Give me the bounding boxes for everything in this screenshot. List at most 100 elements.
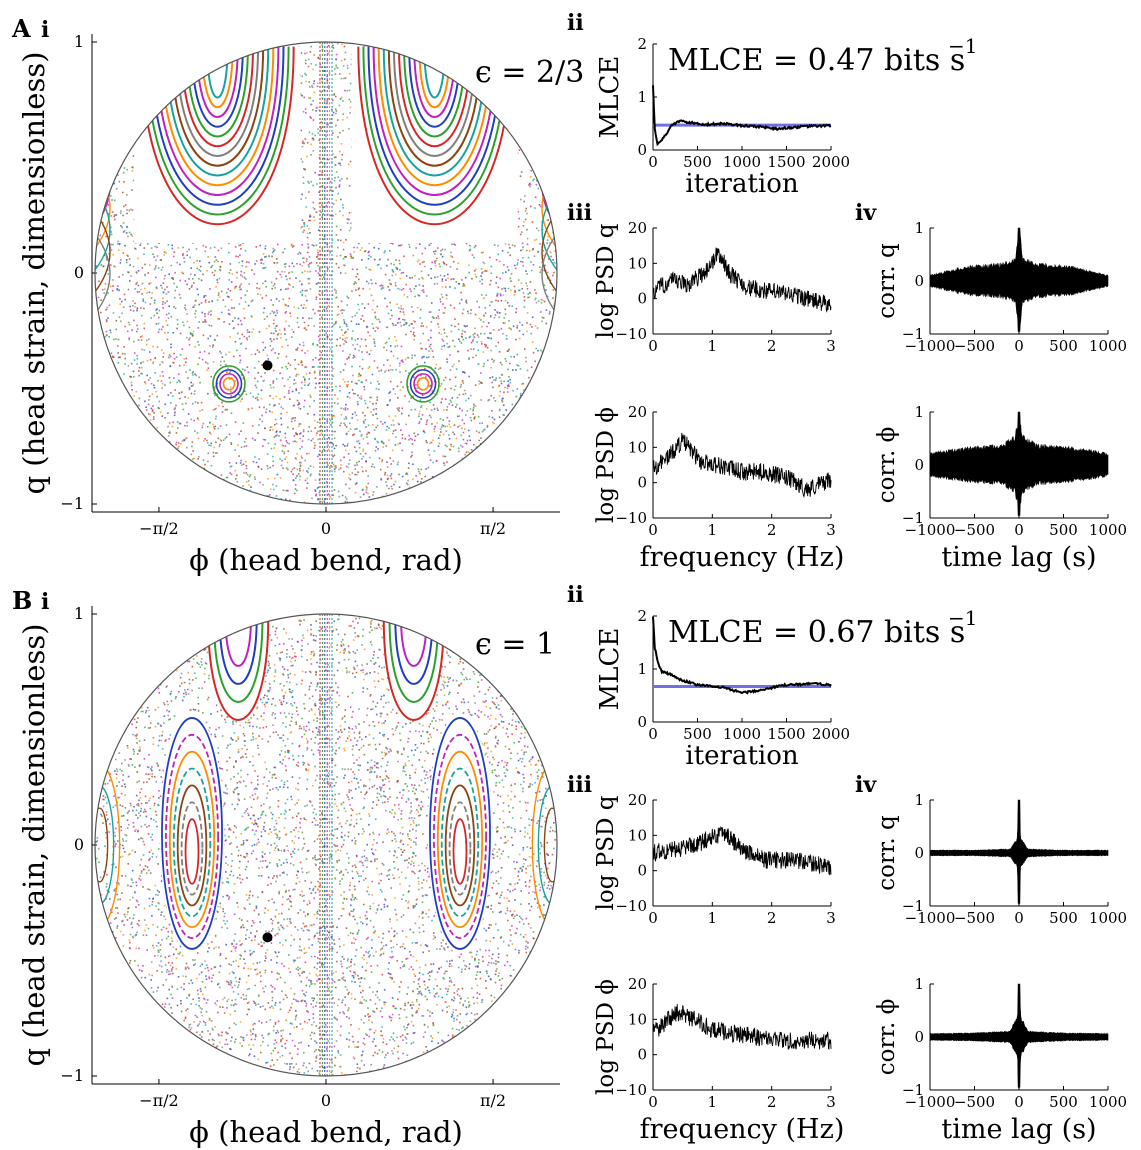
x-axis-label: iteration (685, 169, 798, 199)
y-axis-label: MLCE (595, 628, 625, 711)
mlce-value-label: MLCE = 0.67 bits s (668, 615, 965, 650)
section-boundary (94, 41, 558, 505)
small-island (406, 365, 440, 403)
y-tick-label: 0 (637, 474, 647, 492)
subpanel-label-iv: iv (855, 200, 877, 226)
chaotic-points (100, 42, 557, 504)
regular-orbit (176, 784, 208, 907)
plot-B-iv-q: −1000−500 0 500 1000 −1 0 1 corr. q (874, 791, 1127, 927)
y-axis-label: q (head strain, dimensionless) (17, 623, 51, 1066)
y-axis-label: corr. q (874, 243, 900, 319)
mlce-unit-exponent: −1 (948, 34, 977, 58)
x-tick-label: 0 (1014, 909, 1024, 927)
y-tick-label: −1 (902, 897, 924, 915)
y-tick-label: 10 (628, 1010, 647, 1028)
y-tick-label: 1 (914, 975, 924, 993)
regular-orbit (392, 46, 477, 157)
x-tick-label: 500 (683, 725, 712, 743)
regular-orbit (140, 46, 295, 226)
x-tick-label: 2 (767, 521, 777, 539)
series-line (652, 826, 832, 876)
x-tick-label: 1000 (1089, 1093, 1127, 1111)
x-tick-label: 0 (1014, 337, 1024, 355)
y-tick-label: 0 (914, 844, 924, 862)
y-tick-label: 0 (74, 835, 84, 854)
regular-orbit (155, 46, 280, 196)
x-tick-label: 2 (767, 337, 777, 355)
x-tick-label: 1000 (1089, 909, 1127, 927)
panel-letter-B: B (12, 586, 32, 615)
y-tick-label: 1 (637, 660, 647, 678)
regular-orbit (180, 801, 204, 896)
y-tick-label: 1 (914, 219, 924, 237)
y-tick-label: 0 (637, 1046, 647, 1064)
x-axis-label: frequency (Hz) (640, 542, 845, 573)
y-axis-label: MLCE (595, 56, 625, 139)
x-tick-label: −1000 (905, 1093, 956, 1111)
y-axis-label: log PSD ϕ (593, 979, 619, 1095)
correlation-envelope (929, 799, 1109, 904)
small-island (219, 373, 239, 395)
y-tick-label: 1 (914, 791, 924, 809)
x-tick-label: 1500 (767, 153, 805, 171)
y-tick-label: 2 (637, 35, 647, 53)
small-island (215, 369, 243, 399)
x-tick-label: 0 (648, 725, 658, 743)
x-tick-label: 0 (648, 153, 658, 171)
regular-orbit (436, 750, 484, 929)
small-island (416, 377, 430, 391)
x-axis-label: time lag (s) (941, 542, 1096, 573)
y-tick-label: 1 (74, 32, 84, 51)
correlation-envelope (929, 411, 1109, 516)
x-tick-label: 3 (826, 521, 836, 539)
poincare-B-i: −π/2 0 π/2 −1 0 1 ϕ (head bend, rad) q (head st… (17, 604, 560, 1149)
x-tick-label: 2000 (812, 725, 850, 743)
subpanel-label-i: i (41, 589, 49, 615)
edge-orbit (95, 807, 109, 883)
regular-orbit (448, 801, 472, 896)
x-tick-label: 0 (648, 521, 658, 539)
y-axis-label: log PSD q (593, 223, 619, 338)
x-axis-label: frequency (Hz) (640, 1114, 845, 1145)
edge-orbit (95, 785, 115, 905)
edge-orbit (537, 785, 557, 905)
regular-orbit (168, 750, 216, 929)
edge-orbit (543, 807, 557, 883)
poincare-content (95, 42, 557, 504)
regular-orbit (180, 46, 255, 147)
x-tick-label: 2000 (812, 153, 850, 171)
y-tick-label: 2 (637, 607, 647, 625)
regular-orbit (170, 46, 265, 167)
x-tick-label: −500 (954, 521, 995, 539)
y-tick-label: −10 (615, 325, 647, 343)
y-tick-label: −10 (615, 1081, 647, 1099)
edge-orbit (95, 233, 111, 315)
y-tick-label: 0 (914, 456, 924, 474)
plot-A-iv-phi: −1000−500 0 500 1000 −1 0 1 time lag (s) corr. ϕ (874, 403, 1127, 573)
x-axis-label: time lag (s) (941, 1114, 1096, 1145)
y-axis-label: log PSD ϕ (593, 407, 619, 523)
island-background (159, 713, 225, 954)
y-axis-label: q (head strain, dimensionless) (17, 51, 51, 494)
y-tick-label: 1 (74, 604, 84, 623)
series-line (652, 616, 832, 695)
y-axis-label: corr. q (874, 815, 900, 891)
regular-orbit (432, 733, 487, 939)
subpanel-label-ii: ii (567, 582, 584, 608)
x-tick-label: 3 (826, 909, 836, 927)
series-line (652, 432, 832, 499)
section-boundary (94, 613, 558, 1077)
y-tick-label: 0 (637, 713, 647, 731)
y-tick-label: 0 (637, 290, 647, 308)
x-tick-label: 2 (767, 909, 777, 927)
correlation-envelope (929, 983, 1109, 1088)
panel-letter-A: A (11, 14, 31, 43)
x-tick-label: 0 (321, 519, 331, 538)
x-tick-label: 2 (767, 1093, 777, 1111)
y-tick-label: 20 (628, 791, 647, 809)
subpanel-label-iii: iii (567, 772, 592, 798)
x-axis-label: ϕ (head bend, rad) (189, 1115, 463, 1149)
